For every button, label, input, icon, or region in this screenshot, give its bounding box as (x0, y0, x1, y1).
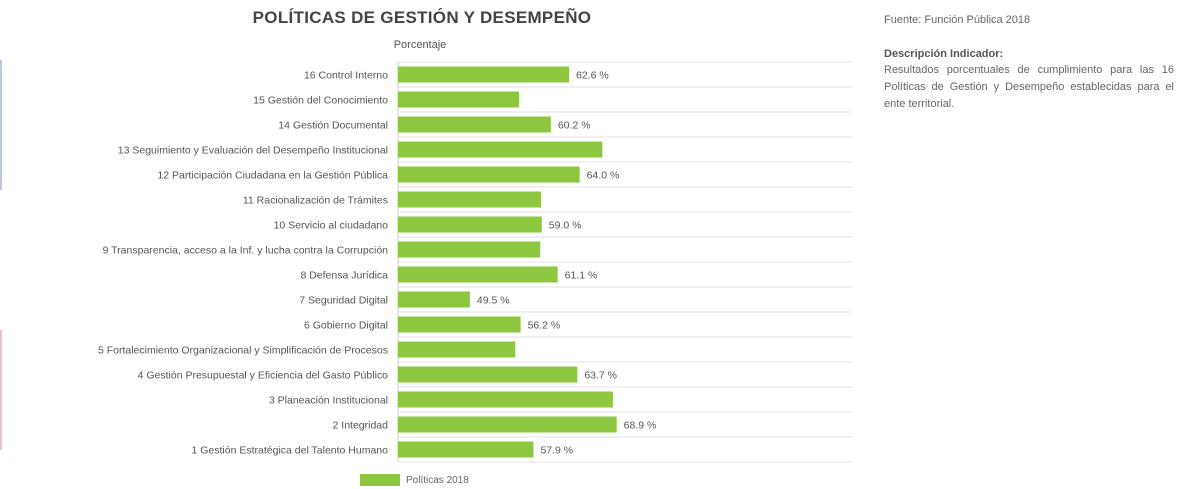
bar[interactable] (398, 66, 570, 83)
category-label: 8 Defensa Jurídica (300, 270, 388, 282)
bar[interactable] (398, 191, 542, 208)
bar-chart: 16 Control Interno 62.6 % 15 Gestión del C… (98, 61, 852, 463)
category-label: 1 Gestión Estratégica del Talento Humano (191, 445, 388, 457)
category-label: 6 Gobierno Digital (304, 320, 388, 332)
data-label: 56.2 % (528, 320, 561, 332)
bar[interactable] (398, 91, 520, 108)
bar[interactable] (398, 141, 603, 158)
data-label: 68.9 % (624, 420, 657, 432)
data-label: 57.9 % (540, 445, 573, 457)
category-label: 7 Seguridad Digital (299, 295, 388, 307)
x-axis-label: Porcentaje (393, 39, 447, 51)
category-label: 3 Planeación Institucional (269, 395, 388, 407)
side-panel: Fuente: Función Pública 2018 Descripción… (884, 14, 1174, 113)
category-label: 9 Transparencia, acceso a la Inf. y luch… (103, 245, 389, 257)
category-label: 4 Gestión Presupuestal y Eficiencia del … (138, 370, 389, 382)
left-edge-marker-bottom (0, 330, 2, 450)
bar[interactable] (398, 116, 551, 133)
category-label: 14 Gestión Documental (278, 120, 388, 132)
data-label: 64.0 % (587, 170, 620, 182)
bar[interactable] (398, 291, 470, 308)
source-text: Fuente: Función Pública 2018 (884, 14, 1031, 26)
data-label: 59.0 % (549, 220, 582, 232)
bar[interactable] (398, 341, 516, 358)
data-label: 61.1 % (565, 270, 598, 282)
category-label: 2 Integridad (333, 420, 389, 432)
data-label: 62.6 % (576, 70, 609, 82)
chart-title: POLÍTICAS DE GESTIÓN Y DESEMPEÑO (252, 8, 592, 27)
bar[interactable] (398, 216, 542, 233)
bar[interactable] (398, 266, 558, 283)
category-label: 12 Participación Ciudadana en la Gestión… (157, 170, 388, 182)
data-label: 49.5 % (477, 295, 510, 307)
bar[interactable] (398, 241, 541, 258)
bar[interactable] (398, 166, 580, 183)
data-label: 63.7 % (584, 370, 617, 382)
left-edge-marker-top (0, 60, 2, 190)
bar[interactable] (398, 391, 613, 408)
description-text: Resultados porcentuales de cumplimiento … (884, 64, 1174, 110)
data-label: 60.2 % (558, 120, 591, 132)
bar[interactable] (398, 366, 578, 383)
category-label: 10 Servicio al ciudadano (274, 220, 389, 232)
description-title: Descripción Indicador: (884, 48, 1004, 60)
bar[interactable] (398, 416, 617, 433)
category-label: 5 Fortalecimiento Organizacional y Simpl… (98, 345, 388, 357)
chart-legend: Políticas 2018 (360, 474, 469, 486)
category-label: 15 Gestión del Conocimiento (253, 95, 388, 107)
bar[interactable] (398, 441, 534, 458)
category-label: 13 Seguimiento y Evaluación del Desempeñ… (118, 145, 388, 157)
legend-label: Políticas 2018 (406, 474, 469, 486)
category-label: 16 Control Interno (304, 70, 388, 82)
bar[interactable] (398, 316, 521, 333)
category-label: 11 Racionalización de Trámites (243, 195, 388, 207)
legend-swatch (360, 474, 400, 486)
